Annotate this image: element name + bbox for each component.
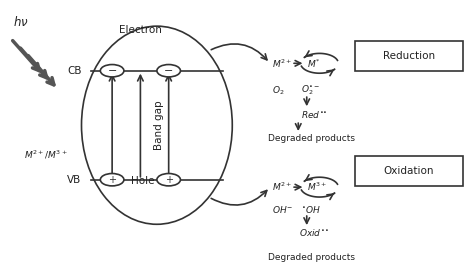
- Circle shape: [100, 173, 124, 186]
- Text: $O_2^{•-}$: $O_2^{•-}$: [301, 84, 320, 97]
- Text: Oxidation: Oxidation: [384, 166, 434, 176]
- Text: $M^{3+}$: $M^{3+}$: [307, 181, 327, 193]
- Text: $Oxid^{••}$: $Oxid^{••}$: [299, 227, 329, 238]
- Text: $hν$: $hν$: [13, 15, 29, 29]
- Circle shape: [157, 64, 181, 77]
- Text: −: −: [108, 66, 117, 76]
- Text: Reduction: Reduction: [383, 51, 435, 61]
- Text: +: +: [108, 175, 116, 185]
- Text: $M^{2+}$: $M^{2+}$: [273, 57, 292, 69]
- Text: $OH^{-}$: $OH^{-}$: [273, 204, 293, 215]
- Text: VB: VB: [67, 175, 82, 185]
- Text: $M^{2+}$: $M^{2+}$: [273, 181, 292, 193]
- Text: Degraded products: Degraded products: [268, 134, 355, 143]
- Text: CB: CB: [67, 66, 82, 76]
- Text: Band gap: Band gap: [154, 100, 164, 150]
- Text: Degraded products: Degraded products: [268, 253, 355, 262]
- Text: −: −: [164, 66, 173, 76]
- Circle shape: [100, 64, 124, 77]
- Text: $^•OH$: $^•OH$: [301, 204, 320, 215]
- Text: Hole: Hole: [131, 176, 155, 186]
- Text: Electron: Electron: [119, 25, 162, 35]
- Text: $O_2$: $O_2$: [273, 84, 285, 97]
- Text: $M^{*}$: $M^{*}$: [307, 57, 320, 69]
- Text: +: +: [164, 175, 173, 185]
- Circle shape: [157, 173, 181, 186]
- Text: $Red^{••}$: $Red^{••}$: [301, 108, 328, 119]
- Text: $M^{2+}/M^{3+}$: $M^{2+}/M^{3+}$: [24, 149, 68, 161]
